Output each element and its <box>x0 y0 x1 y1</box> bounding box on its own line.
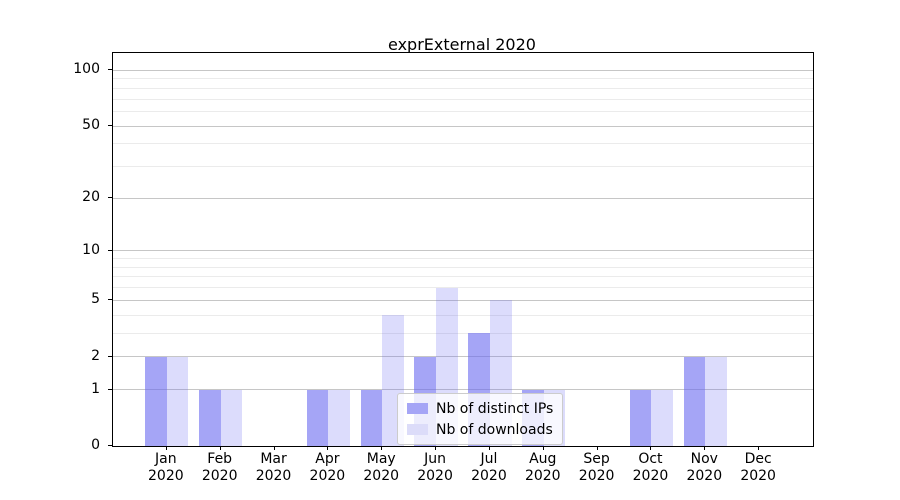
x-tick-label: Nov 2020 <box>686 451 723 484</box>
x-tick-label: Feb 2020 <box>201 451 238 484</box>
x-tick-label: Apr 2020 <box>309 451 346 484</box>
x-tick-mark <box>435 446 437 450</box>
y-tick-label: 1 <box>91 380 100 397</box>
plot-area: Nb of distinct IPs Nb of downloads <box>112 52 814 447</box>
y-tick-mark <box>108 445 112 446</box>
gridline-minor <box>113 98 813 100</box>
gridline-major <box>113 197 813 199</box>
x-tick-label: Jun 2020 <box>417 451 453 484</box>
bar-downloads-feb <box>220 389 243 446</box>
gridline-major <box>113 389 813 391</box>
y-tick-mark <box>108 388 112 390</box>
y-tick-label: 10 <box>82 241 100 258</box>
bar-downloads-jan <box>166 356 189 446</box>
y-tick-label: 2 <box>91 347 100 364</box>
x-tick-label: Sep 2020 <box>578 451 615 484</box>
y-tick-label: 50 <box>82 117 100 133</box>
y-tick-mark <box>108 355 112 357</box>
chart-title: exprExternal 2020 <box>388 35 536 54</box>
legend-label-downloads: Nb of downloads <box>436 421 553 438</box>
gridline-major <box>113 299 813 301</box>
gridline-major <box>113 250 813 252</box>
gridline-minor <box>113 314 813 316</box>
y-tick-label: 100 <box>73 61 100 78</box>
x-tick-label: Jul 2020 <box>471 451 507 484</box>
bar-distinct-ips-feb <box>199 389 221 446</box>
gridline-minor <box>113 143 813 145</box>
y-tick-label: 0 <box>91 437 100 453</box>
y-tick-mark <box>108 249 112 251</box>
x-tick-mark <box>596 446 598 450</box>
x-tick-mark <box>327 446 329 450</box>
x-tick-mark <box>650 446 652 450</box>
y-tick-mark <box>108 69 112 71</box>
gridline-minor <box>113 276 813 278</box>
legend: Nb of distinct IPs Nb of downloads <box>397 393 564 445</box>
gridline-minor <box>113 110 813 112</box>
x-tick-label: Mar 2020 <box>255 451 292 484</box>
bar-distinct-ips-oct <box>629 389 652 446</box>
gridline-minor <box>113 266 813 268</box>
gridline-minor <box>113 287 813 289</box>
y-tick-label: 20 <box>82 189 100 206</box>
legend-label-distinct-ips: Nb of distinct IPs <box>436 400 554 417</box>
gridline-minor <box>113 87 813 89</box>
bar-downloads-apr <box>328 389 350 446</box>
x-tick-mark <box>381 446 383 450</box>
x-tick-label: Oct 2020 <box>632 451 669 484</box>
bar-distinct-ips-nov <box>683 356 706 446</box>
x-tick-mark <box>488 446 490 450</box>
legend-entry-distinct-ips: Nb of distinct IPs <box>407 399 553 418</box>
x-tick-label: Dec 2020 <box>740 451 776 484</box>
bar-distinct-ips-jan <box>145 356 167 446</box>
gridline-minor <box>113 166 813 168</box>
gridline-major <box>113 69 813 71</box>
x-tick-label: Jan 2020 <box>148 451 184 484</box>
bar-downloads-oct <box>651 389 674 446</box>
x-tick-mark <box>165 446 167 450</box>
bar-downloads-nov <box>705 356 727 446</box>
x-tick-label: May 2020 <box>363 451 400 484</box>
bar-distinct-ips-may <box>360 389 383 446</box>
legend-swatch-distinct-ips-icon <box>407 403 428 414</box>
legend-entry-downloads: Nb of downloads <box>407 420 553 439</box>
x-tick-mark <box>542 446 544 450</box>
gridline-major <box>113 356 813 358</box>
gridline-minor <box>113 332 813 334</box>
y-tick-label: 5 <box>91 291 100 308</box>
x-tick-mark <box>758 446 760 450</box>
legend-swatch-downloads-icon <box>407 424 428 435</box>
y-tick-mark <box>108 299 112 301</box>
gridline-major <box>113 125 813 127</box>
y-tick-mark <box>108 197 112 199</box>
x-tick-mark <box>219 446 221 450</box>
gridline-minor <box>113 258 813 260</box>
gridline-minor <box>113 78 813 80</box>
x-tick-mark <box>273 446 275 450</box>
y-tick-mark <box>108 125 112 126</box>
x-tick-mark <box>704 446 706 450</box>
x-tick-label: Aug 2020 <box>524 451 561 484</box>
bar-distinct-ips-apr <box>306 389 329 446</box>
